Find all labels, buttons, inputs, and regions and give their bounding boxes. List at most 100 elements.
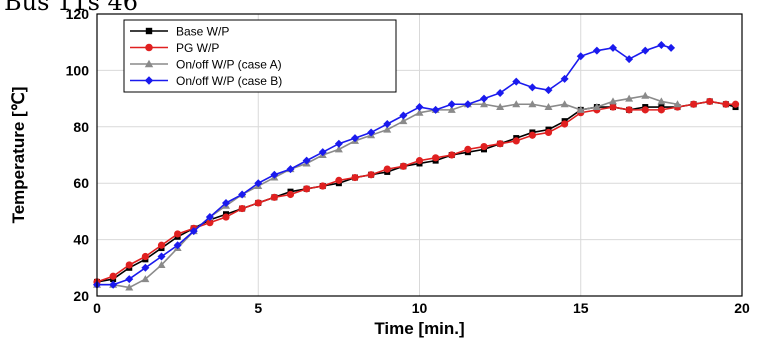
data-point-on-off-w-p-case-b [609, 43, 617, 52]
data-point-on-off-w-p-case-a [625, 94, 634, 102]
data-point-pg-w-p [415, 157, 424, 165]
header-fragment: Bus 11s 46 [4, 0, 138, 16]
data-point-on-off-w-p-case-b [302, 156, 311, 165]
data-point-on-off-w-p-case-a [399, 117, 408, 125]
data-point-on-off-w-p-case-b [254, 179, 263, 188]
data-point-on-off-w-p-case-a [657, 97, 666, 105]
data-point-on-off-w-p-case-b [544, 86, 553, 95]
plot-frame [96, 13, 743, 297]
data-point-pg-w-p [109, 272, 117, 280]
data-point-on-off-w-p-case-b [157, 252, 166, 261]
x-tick-label: 20 [734, 300, 750, 316]
data-point-pg-w-p [657, 106, 665, 114]
x-tick-label: 10 [412, 300, 428, 316]
data-point-on-off-w-p-case-b [667, 43, 676, 52]
data-point-on-off-w-p-case-b [205, 213, 214, 222]
data-point-pg-w-p [464, 145, 472, 153]
legend-label-pg-w-p: PG W/P [176, 41, 219, 55]
data-point-on-off-w-p-case-a [560, 100, 569, 108]
legend-marker-on-off-w-p-case-b [144, 76, 154, 85]
y-tick-label: 60 [73, 175, 89, 191]
series-line-base-w-p [96, 100, 736, 283]
data-point-on-off-w-p-case-b [512, 77, 521, 86]
data-point-on-off-w-p-case-b [415, 103, 424, 112]
data-point-on-off-w-p-case-b [367, 128, 376, 137]
data-point-on-off-w-p-case-b [463, 100, 472, 109]
data-point-on-off-w-p-case-b [625, 55, 634, 64]
data-point-pg-w-p [625, 106, 633, 114]
data-point-on-off-w-p-case-b [334, 139, 343, 148]
data-point-pg-w-p [480, 142, 488, 151]
data-point-on-off-w-p-case-a [641, 91, 650, 99]
data-point-on-off-w-p-case-b [238, 190, 247, 199]
data-point-on-off-w-p-case-b [657, 41, 666, 50]
data-point-on-off-w-p-case-a [141, 275, 150, 283]
data-point-pg-w-p [706, 97, 714, 106]
series-layer [93, 41, 740, 291]
data-point-pg-w-p [206, 219, 214, 227]
series-on-off-w-p-case-b [93, 41, 676, 289]
y-tick-label: 120 [66, 6, 90, 22]
y-tick-label: 100 [66, 62, 90, 78]
data-point-on-off-w-p-case-b [286, 165, 295, 174]
data-point-pg-w-p [157, 241, 166, 249]
y-axis-title: Temperature [℃] [9, 87, 28, 224]
data-point-pg-w-p [254, 199, 262, 207]
data-point-pg-w-p [448, 151, 456, 159]
data-point-pg-w-p [731, 100, 740, 108]
data-point-pg-w-p [399, 162, 407, 170]
data-point-on-off-w-p-case-b [222, 198, 230, 207]
x-axis-title: Time [min.] [374, 319, 464, 338]
x-tick-label: 0 [93, 300, 101, 316]
data-point-pg-w-p [561, 120, 569, 128]
legend-marker-on-off-w-p-case-a [144, 59, 154, 68]
data-point-on-off-w-p-case-a [415, 108, 424, 116]
data-point-pg-w-p [222, 213, 230, 221]
legend-label-base-w-p: Base W/P [176, 25, 229, 39]
tick-labels: 0 5 10 15 20 20 40 60 80 100 120 [66, 6, 750, 316]
data-point-pg-w-p [319, 182, 327, 190]
data-point-on-off-w-p-case-a [383, 125, 392, 133]
data-point-on-off-w-p-case-a [544, 103, 553, 111]
data-point-pg-w-p [528, 131, 536, 139]
data-point-on-off-w-p-case-a [592, 103, 601, 111]
series-pg-w-p [93, 97, 740, 286]
data-point-on-off-w-p-case-a [125, 283, 134, 291]
data-point-on-off-w-p-case-a [480, 100, 488, 108]
data-point-pg-w-p [512, 137, 520, 145]
data-point-pg-w-p [286, 190, 295, 199]
y-tick-label: 80 [73, 119, 89, 135]
data-point-pg-w-p [303, 185, 311, 193]
data-point-on-off-w-p-case-b [351, 134, 359, 143]
data-point-on-off-w-p-case-b [447, 100, 456, 109]
data-point-pg-w-p [335, 176, 343, 184]
data-point-on-off-w-p-case-b [496, 88, 505, 97]
data-point-pg-w-p [609, 103, 617, 111]
data-point-on-off-w-p-case-a [334, 145, 343, 153]
data-point-on-off-w-p-case-a [496, 103, 505, 111]
data-point-on-off-w-p-case-b [399, 111, 408, 120]
data-point-on-off-w-p-case-b [189, 227, 198, 236]
y-tick-label: 20 [73, 288, 89, 304]
data-point-pg-w-p [432, 154, 440, 162]
data-point-on-off-w-p-case-b [141, 263, 150, 272]
data-point-on-off-w-p-case-a [576, 105, 585, 113]
legend-marker-pg-w-p [145, 43, 153, 52]
data-point-on-off-w-p-case-b [431, 105, 440, 114]
data-point-on-off-w-p-case-b [592, 46, 601, 55]
data-point-on-off-w-p-case-b [576, 52, 585, 61]
legend-label-on-off-w-p-case-b: On/off W/P (case B) [176, 74, 282, 88]
x-tick-label: 5 [254, 300, 262, 316]
data-point-pg-w-p [722, 100, 730, 108]
legend-box [123, 19, 397, 93]
data-point-pg-w-p [351, 173, 359, 182]
data-point-pg-w-p [174, 230, 182, 238]
data-point-on-off-w-p-case-b [641, 46, 650, 55]
series-line-pg-w-p [96, 100, 736, 283]
data-point-on-off-w-p-case-a [528, 100, 537, 108]
data-point-on-off-w-p-case-b [383, 119, 392, 128]
data-point-pg-w-p [270, 193, 278, 201]
legend: Base W/P PG W/P On/off W/P (case A) On/off … [123, 19, 397, 93]
data-point-on-off-w-p-case-a [609, 97, 617, 105]
